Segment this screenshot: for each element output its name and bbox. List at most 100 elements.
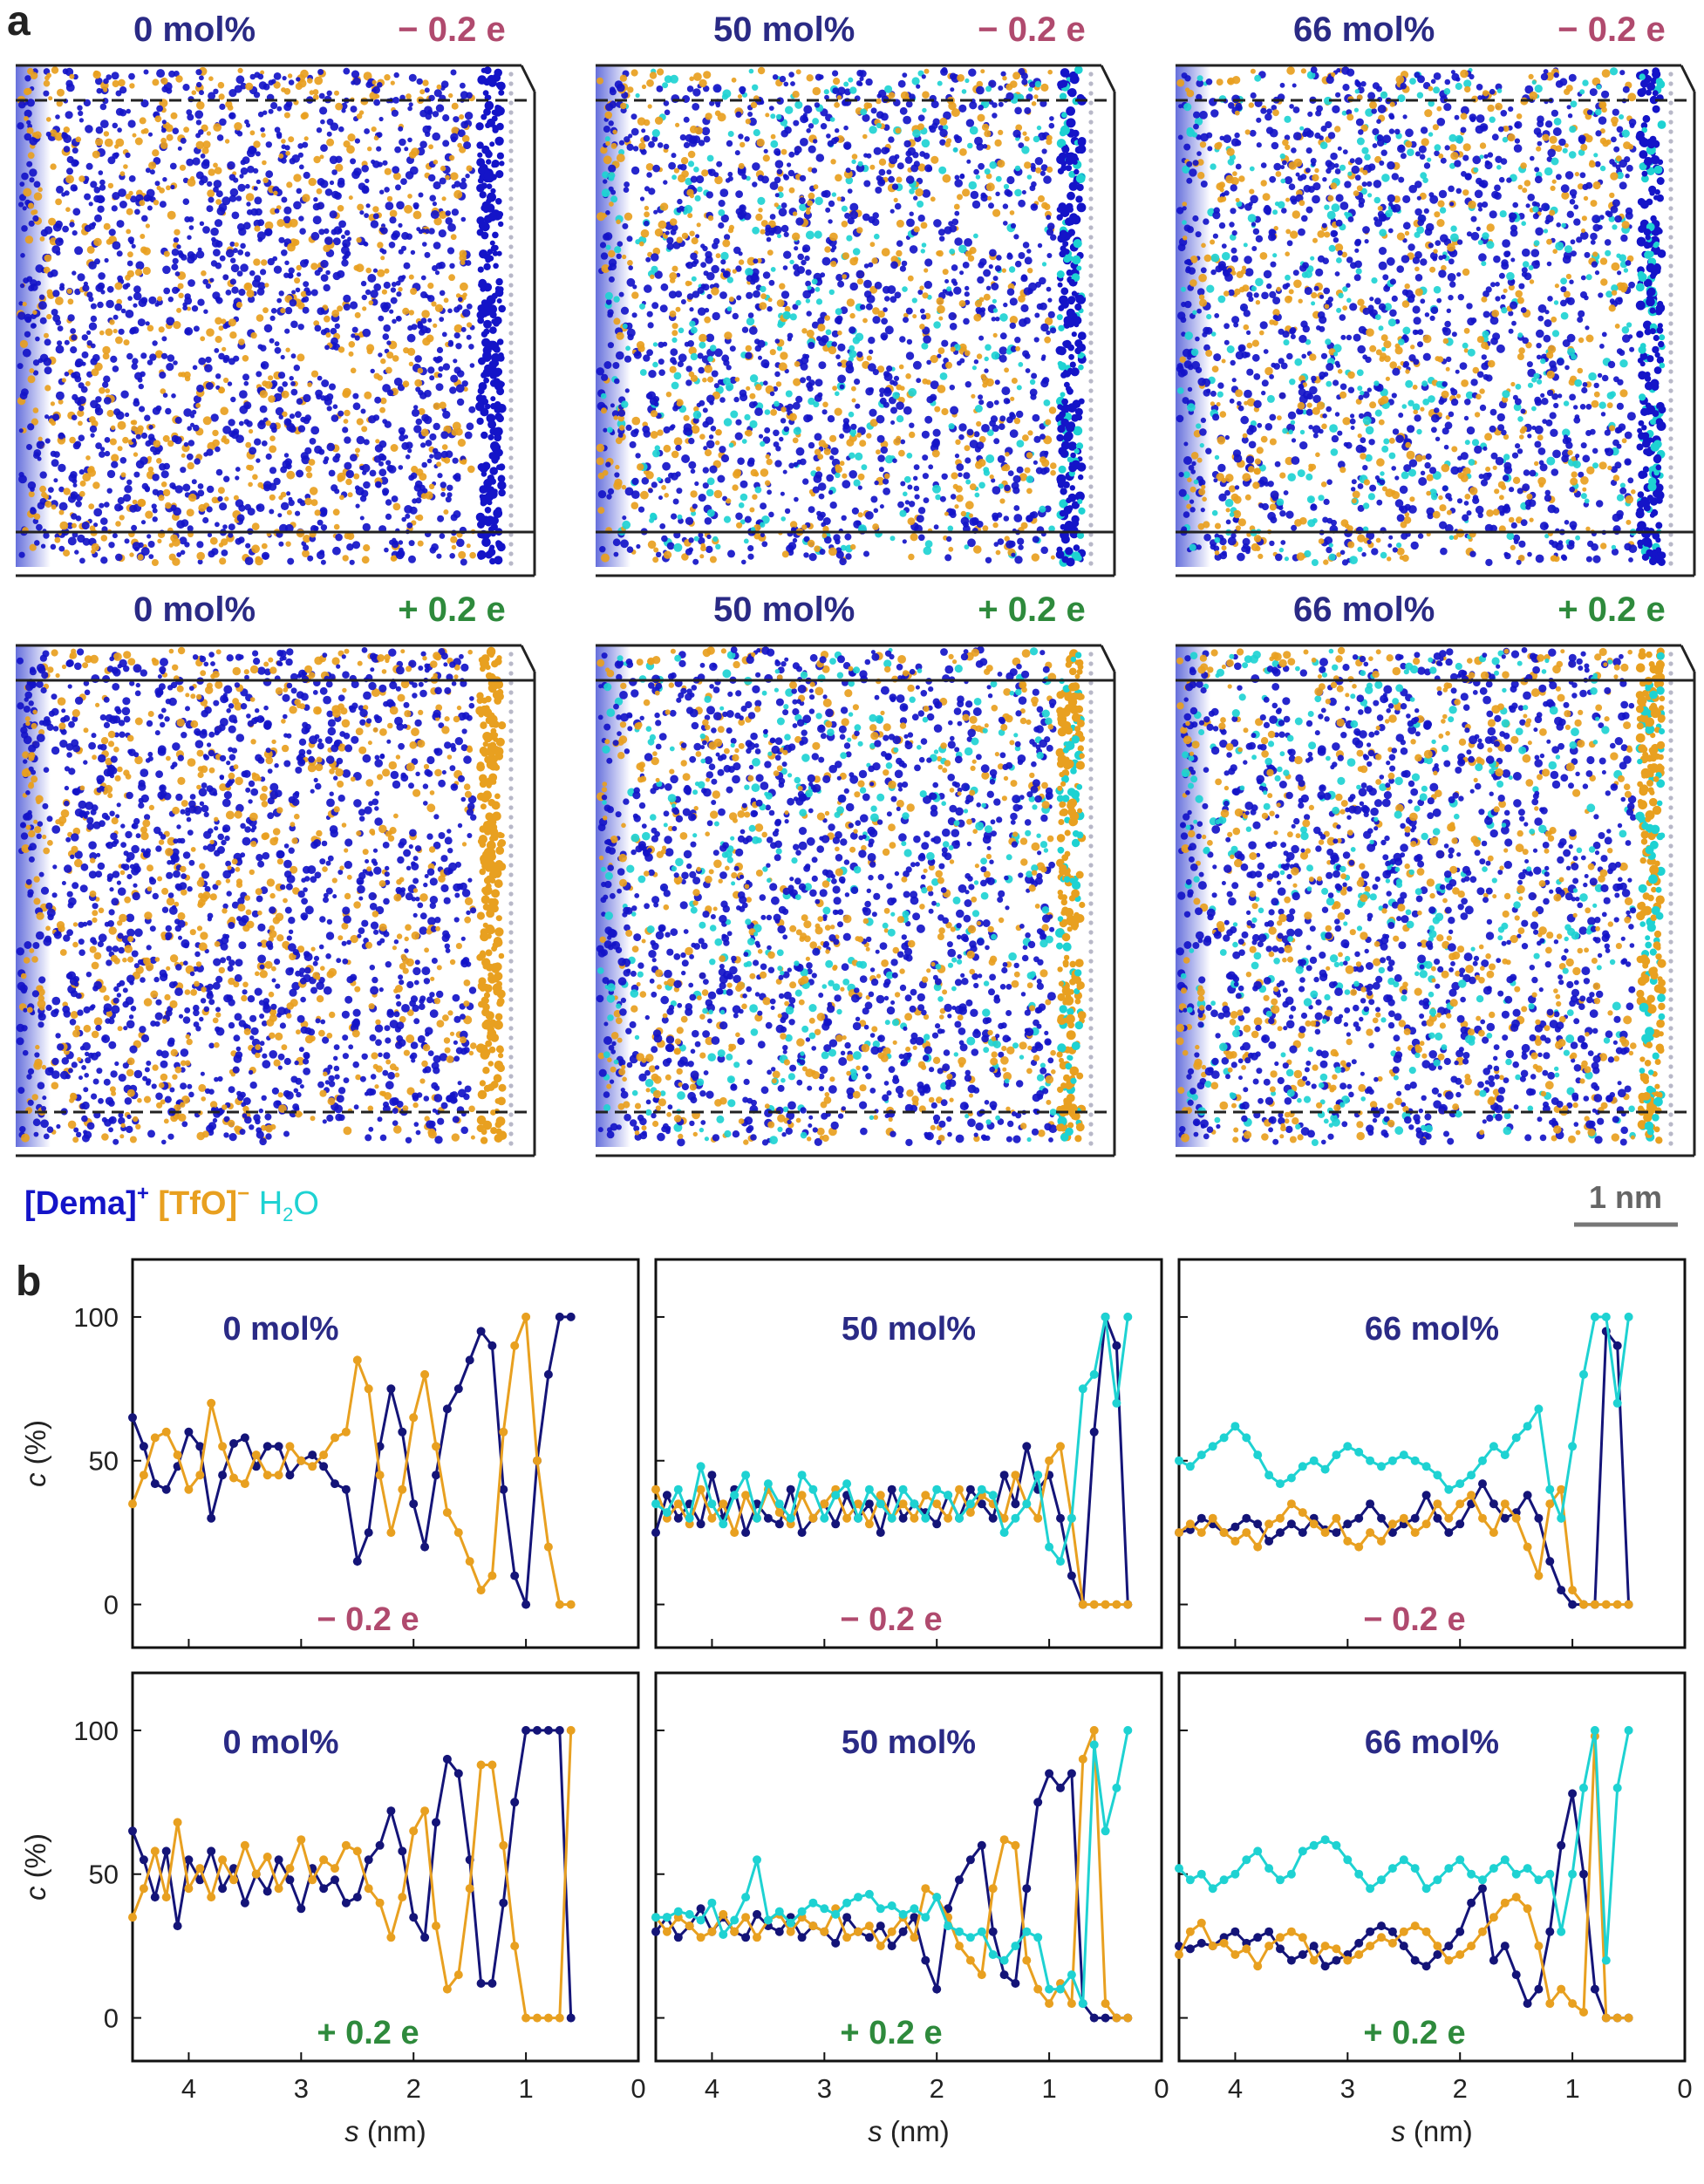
series-point-tfo bbox=[1366, 1528, 1375, 1538]
series-point-dema bbox=[1478, 1479, 1487, 1489]
series-point-h2o bbox=[1067, 1970, 1076, 1980]
series-point-tfo bbox=[1276, 1933, 1285, 1942]
series-point-dema bbox=[409, 1499, 419, 1509]
series-point-tfo bbox=[1500, 1898, 1510, 1908]
series-point-h2o bbox=[1489, 1442, 1498, 1451]
series-point-tfo bbox=[977, 1970, 986, 1980]
series-point-tfo bbox=[262, 1471, 272, 1480]
series-point-h2o bbox=[898, 1484, 908, 1494]
snapshot-concentration-label: 0 mol% bbox=[133, 10, 256, 49]
series-point-tfo bbox=[375, 1471, 385, 1480]
series-point-dema bbox=[774, 1519, 784, 1529]
series-point-dema bbox=[1377, 1921, 1386, 1931]
x-tick-label: 2 bbox=[406, 2073, 421, 2104]
snapshot-charge-label: − 0.2 e bbox=[978, 10, 1085, 49]
series-point-h2o bbox=[1421, 1884, 1431, 1894]
series-point-tfo bbox=[251, 1869, 261, 1879]
series-point-dema bbox=[510, 1798, 520, 1807]
series-point-dema bbox=[651, 1528, 660, 1538]
legend-dema: [Dema] bbox=[24, 1185, 137, 1222]
series-point-tfo bbox=[1444, 1513, 1454, 1523]
series-point-dema bbox=[1387, 1528, 1397, 1538]
series-point-h2o bbox=[977, 1484, 986, 1494]
legend-h2o-sub: 2 bbox=[283, 1204, 293, 1225]
series-point-tfo bbox=[308, 1462, 317, 1471]
series-point-dema bbox=[1612, 1341, 1622, 1350]
series-point-tfo bbox=[1511, 1513, 1521, 1523]
series-point-tfo bbox=[1433, 1499, 1442, 1509]
series-point-h2o bbox=[753, 1855, 761, 1865]
series-point-h2o bbox=[1511, 1869, 1521, 1879]
series-point-dema bbox=[364, 1528, 373, 1538]
box-edge bbox=[1680, 645, 1696, 672]
series-point-tfo bbox=[296, 1456, 306, 1465]
series-point-dema bbox=[1276, 1944, 1285, 1954]
series-point-tfo bbox=[1624, 2013, 1633, 2023]
series-point-tfo bbox=[487, 1760, 497, 1770]
series-point-dema bbox=[285, 1471, 295, 1480]
series-point-h2o bbox=[1590, 1725, 1599, 1735]
series-point-tfo bbox=[1286, 1927, 1296, 1936]
series-point-tfo bbox=[696, 1484, 705, 1494]
series-point-tfo bbox=[1467, 1491, 1476, 1500]
series-point-tfo bbox=[1298, 1933, 1307, 1942]
series-point-dema bbox=[251, 1462, 261, 1471]
series-point-tfo bbox=[139, 1884, 148, 1894]
series-point-dema bbox=[1101, 2013, 1110, 2023]
series-point-tfo bbox=[555, 1600, 564, 1609]
series-point-tfo bbox=[319, 1855, 329, 1865]
series-point-tfo bbox=[1208, 1942, 1217, 1951]
snapshot-panel: 66 mol% − 0.2 e bbox=[1176, 10, 1696, 577]
series-point-tfo bbox=[673, 1499, 683, 1509]
series-point-tfo bbox=[543, 1542, 553, 1552]
series-point-tfo bbox=[476, 1760, 486, 1770]
series-point-h2o bbox=[786, 1513, 795, 1523]
series-point-h2o bbox=[864, 1484, 874, 1494]
series-point-h2o bbox=[1320, 1835, 1330, 1845]
series-point-h2o bbox=[1455, 1855, 1465, 1865]
series-point-dema bbox=[274, 1855, 283, 1865]
series-point-tfo bbox=[1377, 1933, 1386, 1942]
box-edge bbox=[1100, 65, 1116, 92]
series-point-tfo bbox=[1022, 1955, 1032, 1965]
species-legend: [Dema]+ [TfO]− H2O bbox=[24, 1182, 319, 1225]
series-point-dema bbox=[195, 1875, 205, 1885]
series-point-h2o bbox=[1377, 1875, 1386, 1885]
series-point-dema bbox=[1444, 1942, 1454, 1951]
series-point-dema bbox=[229, 1439, 238, 1448]
series-point-dema bbox=[1433, 1950, 1442, 1959]
series-point-dema bbox=[341, 1484, 351, 1494]
chart-charge-label: − 0.2 e bbox=[840, 1601, 942, 1638]
snapshot-grid: 0 mol% − 0.2 e 50 mol% − 0.2 e 66 mol% − 0.2 … bbox=[16, 10, 1696, 1157]
series-point-dema bbox=[1230, 1522, 1240, 1532]
series-point-h2o bbox=[808, 1898, 818, 1908]
series-point-h2o bbox=[1208, 1442, 1217, 1451]
series-line-tfo bbox=[131, 1730, 573, 2020]
series-point-tfo bbox=[331, 1433, 339, 1443]
series-point-tfo bbox=[150, 1433, 160, 1443]
series-point-dema bbox=[341, 1898, 351, 1908]
series-point-dema bbox=[741, 1933, 751, 1942]
series-point-tfo bbox=[753, 1933, 761, 1942]
series-point-dema bbox=[533, 1725, 542, 1735]
series-point-h2o bbox=[854, 1513, 862, 1523]
legend-h2o-o: O bbox=[293, 1185, 319, 1222]
series-point-tfo bbox=[409, 1826, 419, 1836]
profile-chart: 0 50 100 0 mol% − 0.2 e c (%) bbox=[19, 1258, 640, 1649]
x-tick-label: 2 bbox=[1453, 2073, 1468, 2104]
series-point-h2o bbox=[1624, 1725, 1633, 1735]
series-point-dema bbox=[876, 1528, 885, 1538]
series-point-tfo bbox=[730, 1927, 740, 1936]
series-point-tfo bbox=[1534, 1571, 1544, 1580]
series-point-h2o bbox=[1219, 1433, 1229, 1443]
series-point-tfo bbox=[409, 1413, 419, 1423]
series-point-dema bbox=[1320, 1962, 1330, 1971]
series-point-dema bbox=[1511, 1970, 1521, 1980]
series-point-dema bbox=[921, 1955, 930, 1965]
series-point-h2o bbox=[1568, 1442, 1578, 1451]
series-point-tfo bbox=[1045, 1456, 1054, 1465]
series-point-h2o bbox=[1534, 1404, 1544, 1414]
series-point-tfo bbox=[1089, 1725, 1099, 1735]
